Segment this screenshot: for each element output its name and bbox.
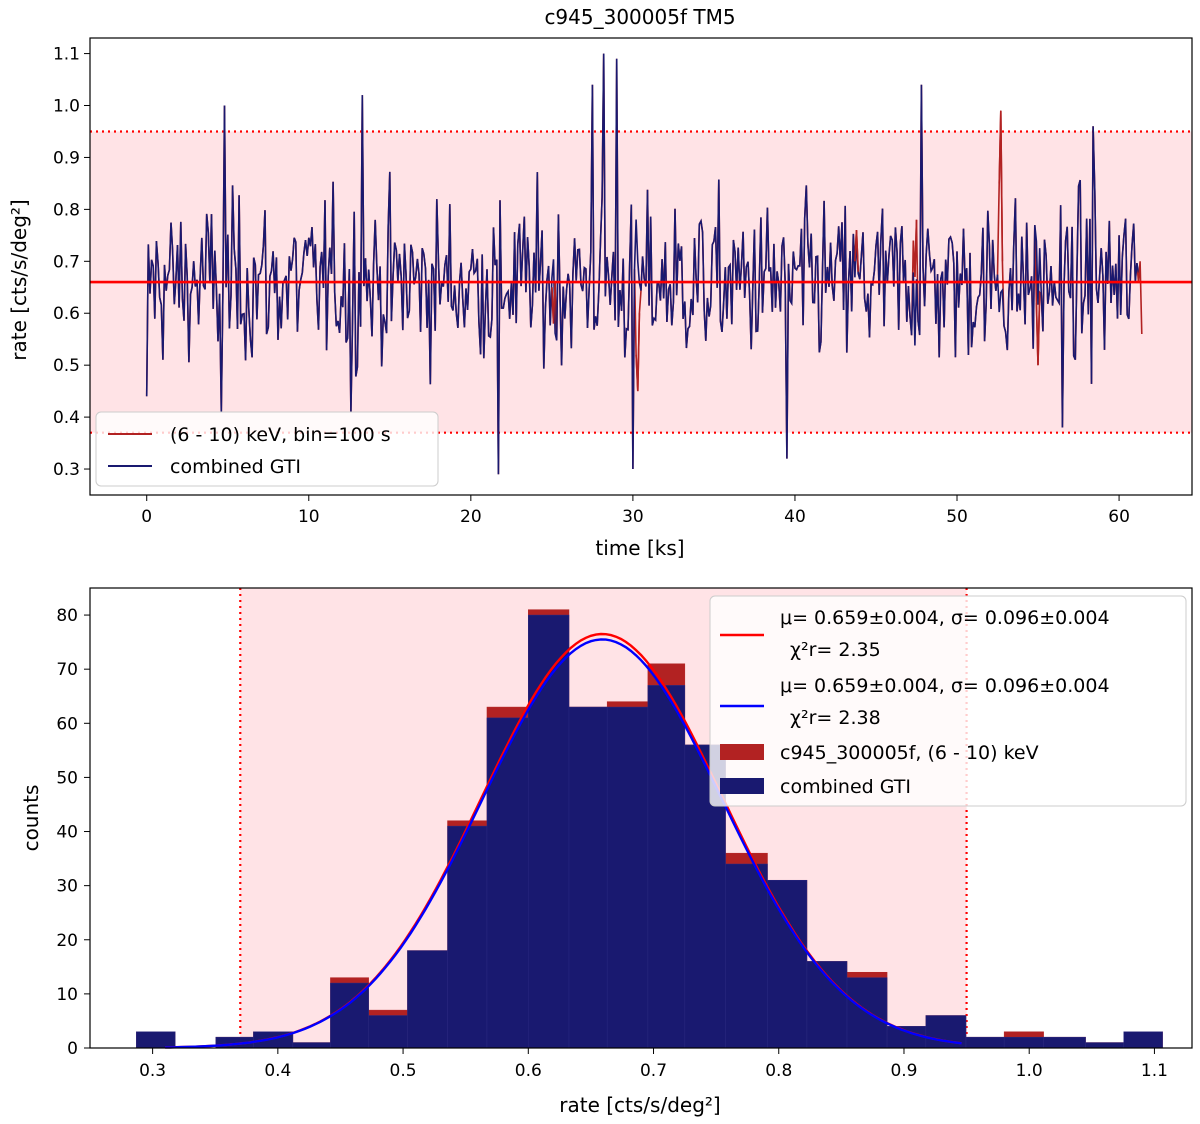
top-axes-frame xyxy=(89,37,1193,496)
legend-label-hist-combined-gti: combined GTI xyxy=(780,776,911,798)
series-6-10kev-highlight xyxy=(854,230,859,272)
x-tick-label: 1.1 xyxy=(1141,1061,1168,1081)
y-tick-label: 40 xyxy=(56,823,78,843)
gaussian-fits xyxy=(165,632,962,1049)
bottom-y-axis-label: counts xyxy=(19,785,43,852)
x-tick-label: 20 xyxy=(460,507,482,527)
bar-combined-gti xyxy=(292,1042,331,1049)
series-6-10kev-highlight xyxy=(635,313,641,392)
bar-combined-gti xyxy=(136,1031,176,1049)
x-tick-label: 0.5 xyxy=(390,1061,417,1081)
top-legend: (6 - 10) keV, bin=100 s combined GTI xyxy=(95,411,439,487)
legend-label-fit-red: μ= 0.659±0.004, σ= 0.096±0.004 xyxy=(780,607,1110,629)
x-tick-label: 40 xyxy=(784,507,806,527)
x-tick-label: 0.9 xyxy=(890,1061,917,1081)
legend-chi2-fit-red: χ²r= 2.35 xyxy=(790,639,881,661)
y-tick-label: 1.0 xyxy=(53,97,80,117)
series-6-10kev-highlight xyxy=(1137,261,1143,335)
y-tick-label: 20 xyxy=(56,931,78,951)
legend-chi2-fit-blue: χ²r= 2.38 xyxy=(790,707,881,729)
y-tick-label: 10 xyxy=(56,985,78,1005)
series-6-10kev-highlight xyxy=(551,282,556,324)
y-tick-label: 30 xyxy=(56,877,78,897)
x-tick-label: 50 xyxy=(946,507,968,527)
bottom-plot-border xyxy=(89,587,1193,1049)
legend-label-hist-6-10kev: c945_300005f, (6 - 10) keV xyxy=(780,742,1039,764)
top-plot-border xyxy=(89,37,1193,496)
bar-combined-gti xyxy=(647,685,686,1049)
y-tick-label: 0.8 xyxy=(53,200,80,220)
light-curve-series xyxy=(90,53,1192,475)
y-tick-label: 0.5 xyxy=(53,356,80,376)
top-legend-box xyxy=(95,411,439,487)
bar-combined-gti xyxy=(1085,1042,1125,1049)
x-tick-label: 0.6 xyxy=(515,1061,542,1081)
y-tick-label: 0.9 xyxy=(53,148,80,168)
y-tick-label: 0.3 xyxy=(53,460,80,480)
top-x-axis-label: time [ks] xyxy=(595,536,684,560)
x-tick-label: 0.8 xyxy=(765,1061,792,1081)
legend-patch-6-10kev xyxy=(720,744,764,760)
top-x-ticks: 0 10 20 30 40 50 60 xyxy=(141,495,1130,527)
bottom-x-ticks: 0.3 0.4 0.5 0.6 0.7 0.8 0.9 1.0 1.1 xyxy=(139,1048,1168,1081)
top-y-ticks: 0.3 0.4 0.5 0.6 0.7 0.8 0.9 1.0 1.1 xyxy=(53,45,90,480)
legend-label-combined-gti: combined GTI xyxy=(170,456,301,478)
bar-combined-gti xyxy=(886,1026,927,1049)
x-tick-label: 1.0 xyxy=(1016,1061,1043,1081)
bar-combined-gti xyxy=(1043,1036,1086,1049)
bottom-axes-frame xyxy=(89,587,1193,1049)
bar-combined-gti xyxy=(447,825,488,1049)
x-tick-label: 60 xyxy=(1108,507,1130,527)
bottom-y-ticks: 0 10 20 30 40 50 60 70 80 xyxy=(56,606,90,1059)
y-tick-label: 0 xyxy=(67,1039,78,1059)
bar-combined-gti xyxy=(368,1015,408,1049)
y-tick-label: 60 xyxy=(56,714,78,734)
histogram-bars xyxy=(136,609,1163,1049)
bar-combined-gti xyxy=(528,614,570,1049)
top-y-axis-label: rate [cts/s/deg²] xyxy=(7,199,31,360)
series-6-10kev-highlight xyxy=(998,110,1004,262)
bar-combined-gti xyxy=(725,863,768,1049)
x-tick-label: 10 xyxy=(298,507,320,527)
y-tick-label: 80 xyxy=(56,606,78,626)
x-tick-label: 0.3 xyxy=(139,1061,166,1081)
bar-combined-gti xyxy=(486,717,529,1049)
bar-combined-gti xyxy=(1123,1031,1163,1049)
chart-title: c945_300005f TM5 xyxy=(544,5,735,29)
x-tick-label: 30 xyxy=(622,507,644,527)
y-tick-label: 50 xyxy=(56,768,78,788)
bottom-legend: μ= 0.659±0.004, σ= 0.096±0.004 χ²r= 2.35… xyxy=(709,595,1187,807)
series-6-10kev-highlight xyxy=(912,219,918,277)
y-tick-label: 1.1 xyxy=(53,45,80,65)
y-tick-label: 0.7 xyxy=(53,252,80,272)
bar-combined-gti xyxy=(407,950,448,1049)
x-tick-label: 0 xyxy=(141,507,152,527)
legend-label-6-10kev: (6 - 10) keV, bin=100 s xyxy=(170,424,391,446)
x-tick-label: 0.7 xyxy=(640,1061,667,1081)
bar-combined-gti xyxy=(568,706,608,1049)
bar-combined-gti xyxy=(767,879,808,1049)
legend-patch-combined-gti xyxy=(720,778,764,794)
bottom-x-axis-label: rate [cts/s/deg²] xyxy=(559,1093,720,1117)
histogram-panel: 0.3 0.4 0.5 0.6 0.7 0.8 0.9 1.0 1.1 0 10 20 30 40 50 6… xyxy=(19,587,1193,1117)
legend-label-fit-blue: μ= 0.659±0.004, σ= 0.096±0.004 xyxy=(780,675,1110,697)
y-tick-label: 0.4 xyxy=(53,408,80,428)
series-6-10kev-highlight xyxy=(1035,292,1041,366)
y-tick-label: 0.6 xyxy=(53,304,80,324)
bottom-legend-box xyxy=(709,595,1187,807)
x-tick-label: 0.4 xyxy=(264,1061,291,1081)
bar-combined-gti xyxy=(1003,1036,1044,1049)
bar-combined-gti xyxy=(965,1036,1005,1049)
light-curve-panel: c945_300005f TM5 0 10 20 30 40 50 60 0.3 0.4 0.5… xyxy=(7,5,1193,560)
bar-combined-gti xyxy=(606,706,649,1049)
y-tick-label: 70 xyxy=(56,660,78,680)
gaussian-fit-blue xyxy=(165,638,962,1049)
series-combined-gti-line xyxy=(145,53,1140,475)
